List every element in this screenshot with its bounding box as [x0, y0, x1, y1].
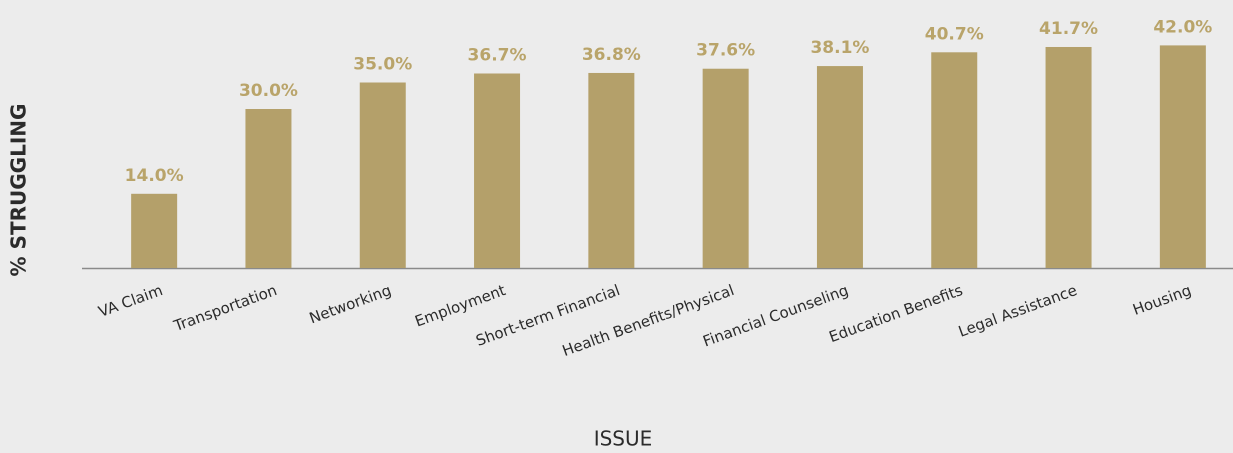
x-tick-label: VA Claim — [96, 281, 165, 321]
x-tick-label: Networking — [307, 281, 394, 327]
value-label: 36.7% — [468, 45, 527, 65]
x-tick-label: Legal Assistance — [956, 281, 1080, 341]
value-label: 38.1% — [810, 38, 869, 58]
bar — [931, 52, 978, 268]
value-label: 36.8% — [582, 45, 641, 65]
bar — [245, 109, 292, 268]
y-axis-label: % STRUGGLING — [7, 104, 31, 277]
bar — [588, 72, 635, 269]
bar — [1159, 45, 1206, 269]
x-axis-label: ISSUE — [594, 427, 653, 451]
value-label: 41.7% — [1039, 19, 1098, 39]
value-label: 37.6% — [696, 41, 755, 61]
x-tick-label: Employment — [412, 281, 508, 330]
x-tick-label: Housing — [1130, 281, 1193, 319]
bar — [359, 82, 406, 268]
value-label: 42.0% — [1153, 17, 1212, 37]
value-label: 14.0% — [125, 166, 184, 186]
bar — [131, 193, 178, 268]
bar — [816, 66, 863, 268]
bar — [1045, 46, 1092, 268]
x-tick-label: Transportation — [170, 281, 279, 335]
bar — [474, 73, 521, 269]
bar — [702, 68, 749, 268]
value-label: 35.0% — [353, 55, 412, 75]
value-label: 40.7% — [925, 24, 984, 44]
value-label: 30.0% — [239, 81, 298, 101]
